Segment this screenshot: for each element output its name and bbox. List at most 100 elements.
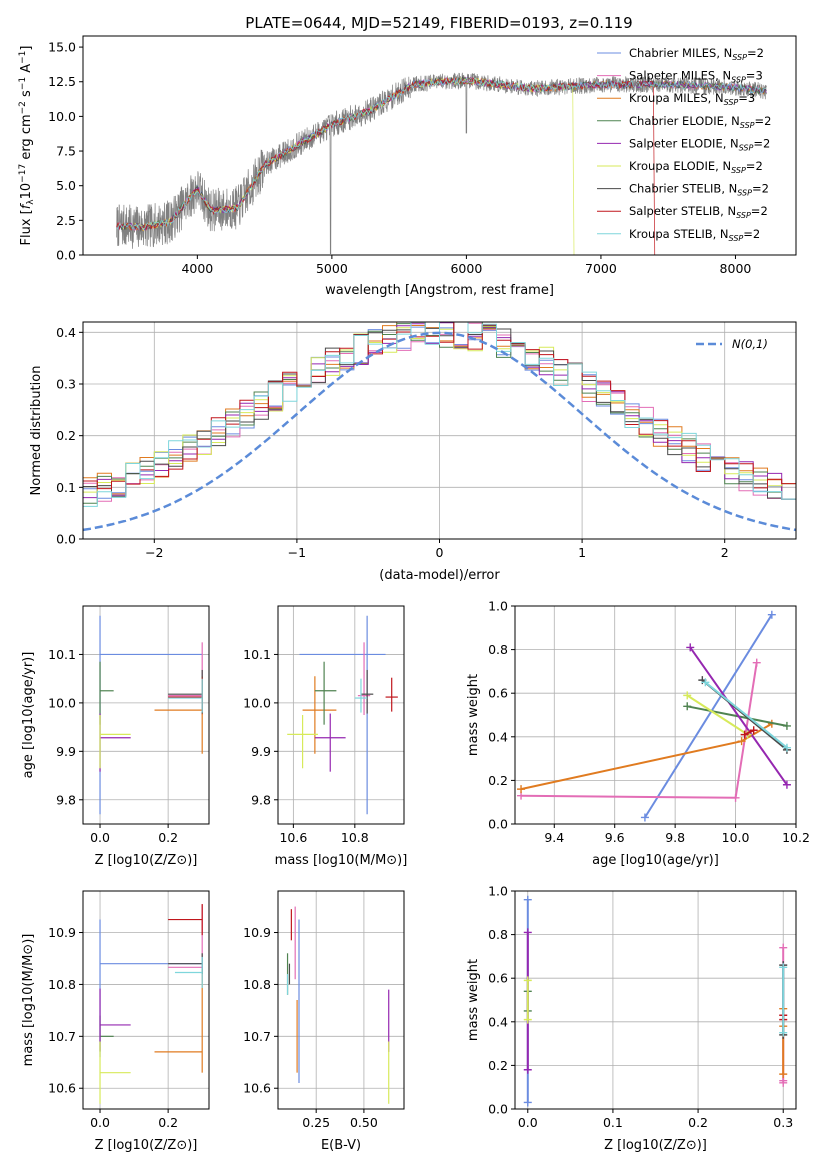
figure-title: PLATE=0644, MJD=52149, FIBERID=0193, z=0… bbox=[245, 14, 632, 32]
legend-model-name: Chabrier STELIB bbox=[629, 182, 721, 196]
x-axis-label: (data-model)/error bbox=[379, 568, 500, 583]
x-tick-label: 9.8 bbox=[665, 830, 685, 845]
panel-mass-vs-Z: 0.0 0.2 10.6 10.7 10.8 10.9 Z [log10(Z/Z⊙)] mas… bbox=[21, 890, 210, 1153]
x-tick-label: −1 bbox=[288, 545, 306, 560]
x-tick-label: 9.6 bbox=[605, 830, 625, 845]
y-tick-label: 0.0 bbox=[56, 532, 76, 547]
x-tick-label: 0.0 bbox=[90, 830, 110, 845]
x-tick-label: 0.2 bbox=[158, 1115, 178, 1130]
panel-mass-vs-EBV: 0.25 0.50 10.6 10.7 10.8 10.9 E(B-V) bbox=[243, 890, 405, 1153]
weight-marker bbox=[523, 1065, 532, 1074]
weight-line bbox=[687, 705, 788, 727]
x-tick-label: 8000 bbox=[720, 261, 752, 276]
y-tick-label: 0.6 bbox=[488, 971, 508, 986]
weight-marker bbox=[523, 895, 532, 904]
legend-entry: Chabrier STELIB, NSSP=2 bbox=[629, 182, 769, 198]
panel-weight-vs-Z: 0.0 0.1 0.2 0.3 0.0 0.2 0.4 0.6 0.8 1.0 Z [log10(Z… bbox=[466, 884, 797, 1153]
errorbar-kroupa-elodie bbox=[287, 715, 318, 769]
y-tick-label: 0.8 bbox=[488, 927, 508, 942]
y-tick-label: 12.5 bbox=[48, 74, 76, 89]
y-tick-label: 0.4 bbox=[56, 325, 76, 340]
errorbar-salpeter-miles bbox=[168, 642, 203, 715]
weight-marker bbox=[782, 780, 791, 789]
weight-series-salpeter-elodie bbox=[686, 643, 791, 789]
x-tick-label: 0.1 bbox=[603, 1115, 623, 1130]
errorbar-kroupa-miles bbox=[154, 676, 203, 754]
weight-line bbox=[689, 646, 788, 786]
plots-layer: 4000 5000 6000 7000 80000.02.55.07.510.012.5… bbox=[18, 35, 810, 1153]
weight-marker bbox=[701, 678, 710, 687]
weight-line bbox=[520, 662, 758, 799]
weight-series-chabrier-elodie bbox=[683, 702, 791, 730]
y-tick-label: 15.0 bbox=[48, 40, 76, 55]
errorbar-chabrier-elodie bbox=[99, 1015, 114, 1052]
legend-nssp-value: 3 bbox=[748, 91, 755, 105]
weight-marker bbox=[517, 785, 526, 794]
y-tick-label: 10.9 bbox=[243, 925, 271, 940]
x-tick-label: 2 bbox=[721, 545, 729, 560]
x-tick-label: 6000 bbox=[450, 261, 482, 276]
legend-entry: Kroupa ELODIE, NSSP=2 bbox=[629, 159, 763, 175]
y-axis-label: Flux [fλ10−17 erg cm−2 s−1 A−1] bbox=[18, 46, 36, 246]
errorbar-salpeter-elodie bbox=[99, 988, 131, 1051]
errorbar-salpeter-miles bbox=[168, 905, 203, 983]
x-tick-label: 0.0 bbox=[518, 1115, 538, 1130]
legend-nssp-value: 2 bbox=[755, 159, 762, 173]
axes-frame bbox=[82, 35, 797, 256]
y-tick-label: 0.2 bbox=[488, 1058, 508, 1073]
x-tick-label: 0.2 bbox=[688, 1115, 708, 1130]
x-axis-label: Z [log10(Z/Z⊙)] bbox=[95, 853, 198, 868]
errorbar-chabrier-elodie bbox=[314, 661, 337, 725]
x-tick-label: 4000 bbox=[181, 261, 213, 276]
weight-marker bbox=[683, 702, 692, 711]
weight-marker bbox=[523, 976, 532, 985]
axes-frame bbox=[82, 890, 210, 1110]
legend-model-name: Salpeter STELIB bbox=[629, 204, 720, 218]
weight-marker bbox=[749, 726, 758, 735]
legend-entry: Salpeter STELIB, NSSP=2 bbox=[629, 204, 768, 220]
plot-area bbox=[517, 610, 791, 822]
weight-series-kroupa-stelib bbox=[701, 678, 791, 752]
weight-marker bbox=[523, 1015, 532, 1024]
legend-model-name: Chabrier ELODIE bbox=[629, 114, 724, 128]
weight-marker bbox=[752, 658, 761, 667]
x-tick-label: 10.0 bbox=[722, 830, 750, 845]
y-tick-label: 5.0 bbox=[56, 178, 76, 193]
x-tick-label: 0.0 bbox=[90, 1115, 110, 1130]
weight-marker bbox=[782, 743, 791, 752]
legend-nssp-value: 2 bbox=[753, 227, 760, 241]
panel-age-vs-mass: 10.6 10.8 9.8 9.9 10.0 10.1 mass [log10(M/M⊙)] bbox=[243, 605, 407, 868]
x-tick-label: 0.3 bbox=[773, 1115, 793, 1130]
y-tick-label: 10.1 bbox=[243, 647, 271, 662]
weight-series-salpeter-miles bbox=[517, 658, 761, 802]
legend-nssp-value: 2 bbox=[757, 46, 764, 60]
y-tick-label: 0.0 bbox=[56, 248, 76, 263]
errorbar-chabrier-stelib bbox=[168, 953, 203, 975]
y-tick-label: 10.0 bbox=[243, 695, 271, 710]
x-tick-label: 10.6 bbox=[279, 830, 307, 845]
weight-marker bbox=[767, 610, 776, 619]
y-tick-label: 0.2 bbox=[488, 773, 508, 788]
axes-frame bbox=[514, 605, 797, 825]
panel-spectrum: 4000 5000 6000 7000 8000 0.0 2.5 5.0 7.5 10.0 12.5… bbox=[18, 35, 797, 298]
x-tick-label: 10.2 bbox=[782, 830, 810, 845]
weight-marker bbox=[523, 928, 532, 937]
weight-marker bbox=[683, 691, 692, 700]
model-spectrum-kroupa-elodie bbox=[116, 77, 575, 255]
weight-series-salpeter-stelib bbox=[740, 726, 758, 739]
errorbar-kroupa-miles bbox=[302, 676, 337, 754]
plot-area bbox=[83, 322, 796, 532]
legend-model-name: Kroupa MILES bbox=[629, 91, 708, 105]
weight-marker bbox=[740, 730, 749, 739]
y-axis-label: mass weight bbox=[466, 674, 481, 756]
y-axis-label: age [log10(age/yr)] bbox=[21, 652, 36, 779]
x-tick-label: 1 bbox=[578, 545, 586, 560]
legend-normal-label: N(0,1) bbox=[732, 337, 768, 351]
legend-model-name: Kroupa ELODIE bbox=[629, 159, 715, 173]
x-tick-label: 0 bbox=[436, 545, 444, 560]
weight-marker bbox=[523, 1098, 532, 1107]
legend-entry: Salpeter MILES, NSSP=3 bbox=[629, 69, 763, 85]
plot-area bbox=[286, 906, 390, 1104]
weight-series-kroupa-elodie bbox=[683, 691, 752, 739]
